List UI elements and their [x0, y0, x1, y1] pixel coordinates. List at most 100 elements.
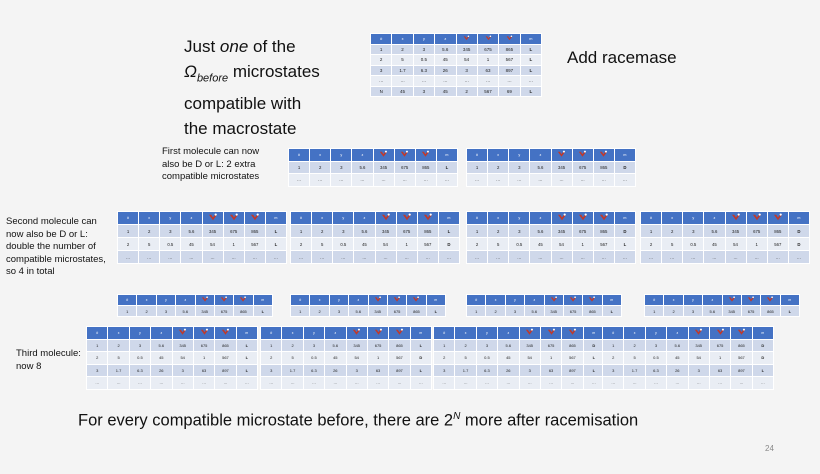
- header-molecule-cell: [214, 326, 237, 340]
- table-cell: 5.6: [529, 224, 552, 238]
- table-cell: 675: [366, 338, 390, 352]
- table-cell: 6.3: [302, 363, 326, 377]
- header-cell: z: [702, 294, 723, 306]
- table-cell: 0.5: [412, 54, 436, 66]
- chirality-cell: L: [425, 305, 447, 317]
- table-cell: 345: [345, 338, 368, 352]
- table-cell: …: [235, 376, 259, 390]
- header-cell: y: [155, 294, 177, 306]
- table-row: 1 2 3 5.6 345 675 865 L: [287, 160, 459, 174]
- header-cell: #: [85, 326, 109, 340]
- table-cell: 567: [476, 85, 500, 97]
- header-cell: x: [663, 294, 684, 306]
- table-cell: …: [708, 376, 732, 390]
- table-cell: 5.6: [497, 338, 520, 352]
- table-cell: 567: [214, 351, 237, 365]
- molecule-icon: [579, 150, 587, 157]
- header-molecule-cell: [766, 211, 789, 225]
- molecule-icon: [731, 213, 740, 221]
- table-cell: …: [508, 250, 531, 264]
- table-cell: 45: [434, 54, 457, 66]
- table-cell: …: [550, 173, 573, 187]
- table-cell: 3: [85, 363, 109, 377]
- table-cell: 345: [721, 305, 742, 317]
- table-cell: 567: [388, 351, 411, 365]
- bottom-prefix: For every compatible microstate before, …: [78, 411, 454, 430]
- table-cell: 63: [539, 363, 563, 377]
- table-cell: 345: [455, 43, 478, 55]
- chirality-cell: D: [787, 237, 811, 251]
- chirality-cell: L: [235, 363, 259, 377]
- table-cell: 45: [391, 85, 414, 97]
- table-cell: 865: [416, 224, 439, 238]
- molecule-icon: [568, 328, 577, 335]
- header-molecule-cell: [745, 211, 768, 225]
- table-cell: …: [465, 173, 489, 187]
- molecule-icon: [463, 35, 470, 41]
- table-cell: …: [222, 250, 245, 264]
- table-cell: …: [332, 250, 355, 264]
- chirality-cell: L: [601, 305, 623, 317]
- molecule-icon: [229, 213, 238, 221]
- table-cell: 63: [708, 363, 732, 377]
- table-row: 1 2 3 5.6 345 675 865 L: [116, 224, 288, 238]
- chirality-cell: L: [435, 160, 459, 174]
- microstate-table: # x y z m 1 2 3 5.6 345 675 865 D……………………: [465, 148, 637, 187]
- table-cell: 26: [666, 363, 689, 377]
- chirality-cell: D: [437, 237, 461, 251]
- table-cell: 1: [539, 351, 563, 365]
- header-cell: z: [351, 148, 374, 162]
- microstate-table: # x y z m 1 2 3 5.6 345 675 865 L 2 5 0.5 45 54 1 567 D 3 1.7 6…: [259, 326, 433, 390]
- header-molecule-cell: [201, 211, 224, 225]
- table-cell: 5.6: [529, 160, 552, 174]
- table-row: ……………………: [116, 250, 288, 264]
- table-cell: …: [107, 376, 130, 390]
- molecule-icon: [578, 213, 587, 221]
- header-molecule-cell: [366, 326, 390, 340]
- header-molecule-cell: [550, 148, 573, 162]
- table-cell: 2: [85, 351, 109, 365]
- table-cell: 3: [330, 160, 353, 174]
- table-cell: …: [592, 250, 615, 264]
- omega-subscript: before: [196, 72, 229, 85]
- table-cell: 2: [432, 351, 456, 365]
- header-cell: z: [348, 294, 369, 306]
- table-cell: 675: [213, 305, 235, 317]
- table-cell: …: [518, 376, 541, 390]
- header-cell: x: [454, 326, 477, 340]
- header-cell: #: [259, 326, 283, 340]
- microstate-table: # x y z m 1 2 3 5.6 345 675 865 L……………………: [287, 148, 459, 187]
- table-cell: 2: [289, 237, 313, 251]
- header-cell: z: [324, 326, 347, 340]
- molecule-icon: [737, 328, 746, 335]
- table-cell: …: [487, 250, 510, 264]
- table-cell: …: [366, 376, 390, 390]
- table-cell: 1: [708, 351, 732, 365]
- header-cell: m: [264, 211, 288, 225]
- table-cell: 345: [724, 224, 747, 238]
- table-header-row: # x y z m: [601, 326, 775, 340]
- table-cell: 865: [214, 338, 237, 352]
- table-cell: 5.6: [175, 305, 196, 317]
- table-cell: 567: [416, 237, 439, 251]
- table-cell: 897: [561, 363, 584, 377]
- table-cell: …: [192, 376, 216, 390]
- main-statement: Just one of the Ωbefore microstates comp…: [184, 34, 364, 141]
- table-cell: …: [529, 250, 552, 264]
- table-cell: 2: [116, 237, 140, 251]
- table-cell: …: [682, 250, 705, 264]
- molecule-icon: [393, 296, 401, 302]
- table-cell: 1: [116, 305, 138, 317]
- table-cell: 1: [289, 224, 313, 238]
- molecule-icon: [201, 296, 208, 302]
- main-line1-emphasis: one: [219, 37, 249, 56]
- table-row: 1 2 3 5.6 345 675 865 D: [465, 160, 637, 174]
- table-cell: 865: [561, 338, 584, 352]
- second-molecule-label: Second molecule can now also be D or L: …: [6, 216, 106, 277]
- table-row: 1 2 3 5.6 345 675 865 L: [369, 43, 543, 55]
- header-cell: #: [432, 326, 456, 340]
- table-cell: …: [159, 250, 182, 264]
- table-cell: 1: [369, 43, 393, 55]
- header-cell: z: [529, 211, 552, 225]
- table-cell: 45: [666, 351, 689, 365]
